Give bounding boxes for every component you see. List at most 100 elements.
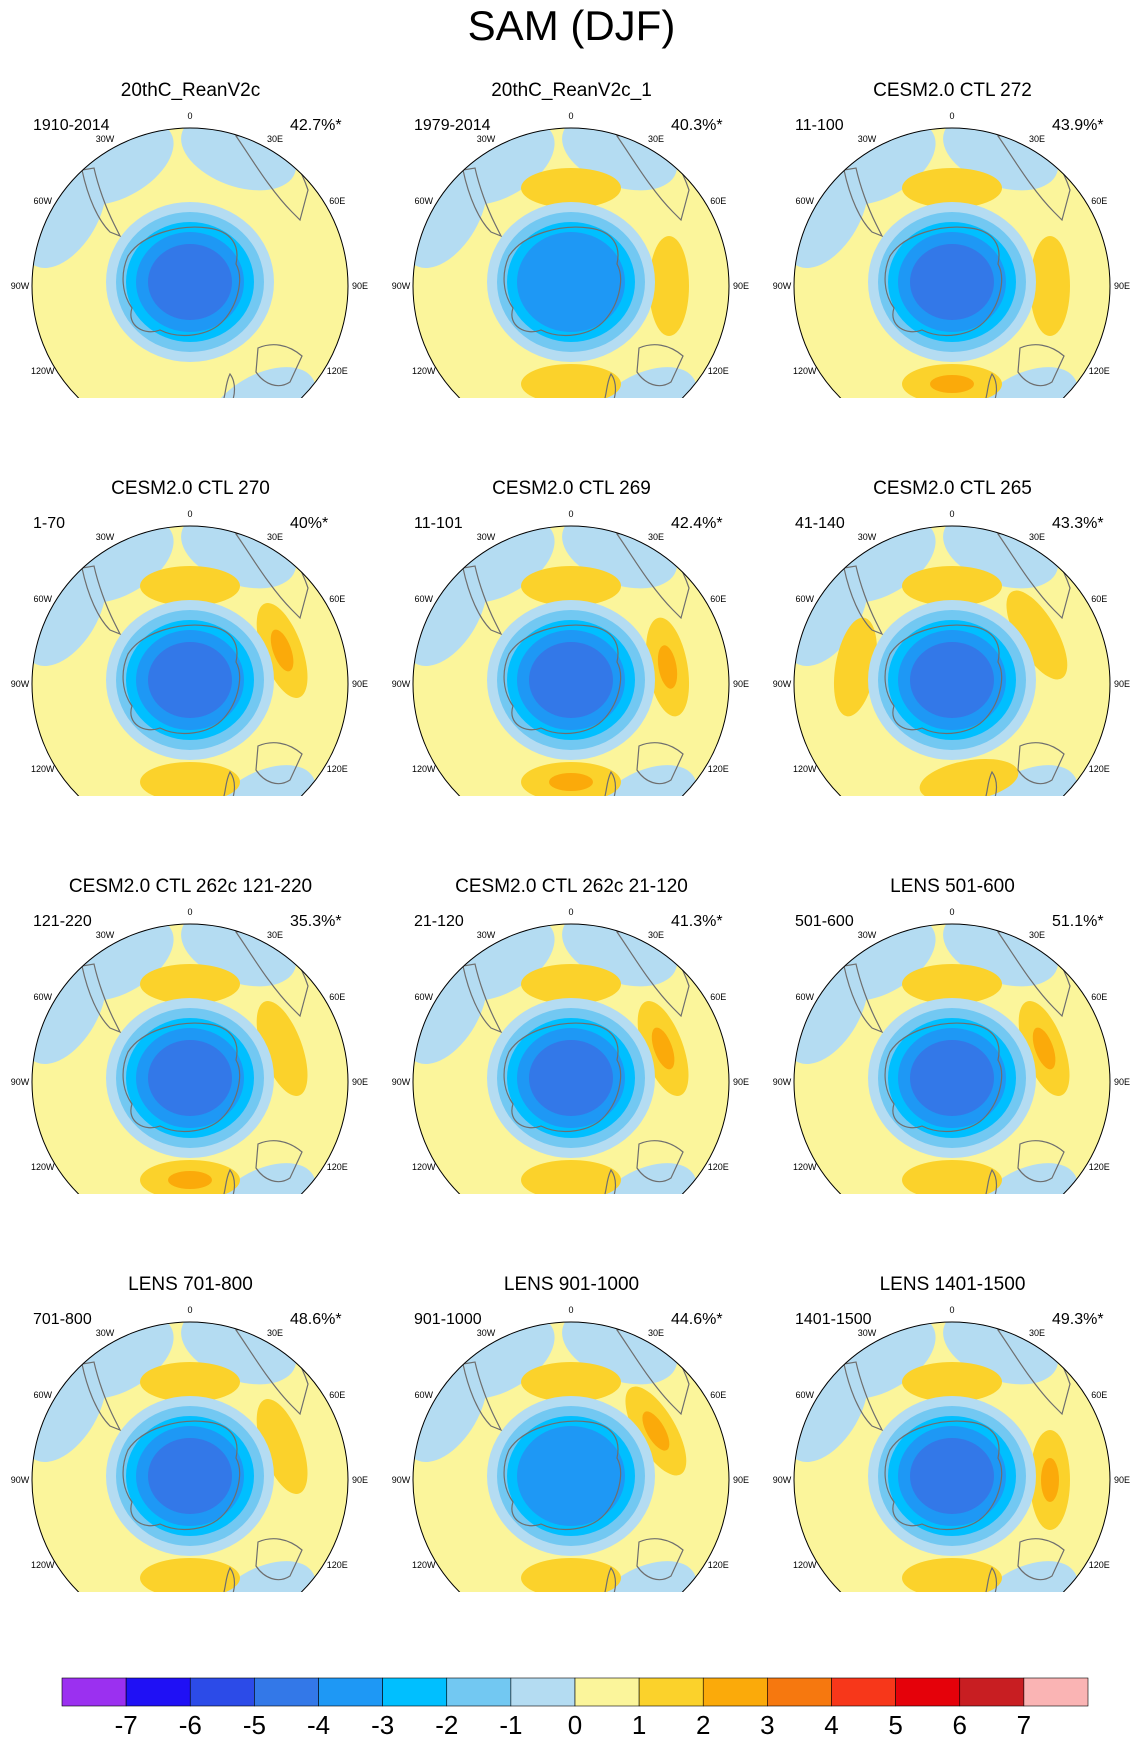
longitude-label: 30W — [96, 1328, 115, 1338]
continent-coastline — [462, 167, 503, 238]
longitude-label: 30W — [858, 532, 877, 542]
longitude-label: 0 — [187, 907, 192, 917]
longitude-label: 60E — [710, 594, 726, 604]
contour-level-4 — [148, 642, 232, 718]
colorbar-swatch — [702, 1677, 768, 1707]
map-boundary — [412, 1321, 730, 1592]
panel-title: LENS 501-600 — [890, 876, 1015, 897]
map-boundary — [793, 1321, 1111, 1592]
antarctica-coastline — [503, 1022, 622, 1133]
map-panel: 030E60E90E120E150E180150W120W90W60W30WLE… — [762, 1194, 1143, 1592]
coastlines — [81, 526, 309, 796]
longitude-label: 90W — [11, 679, 30, 689]
longitude-label: 120W — [31, 764, 55, 774]
panel-title: CESM2.0 CTL 262c 121-220 — [68, 876, 313, 897]
continent-coastline — [843, 167, 884, 238]
field-contours — [794, 1322, 1110, 1592]
contour-level-2 — [649, 236, 689, 336]
longitude-label: 60E — [710, 196, 726, 206]
panel-title: CESM2.0 CTL 262c 21-120 — [455, 876, 688, 897]
longitude-label: 30E — [267, 532, 283, 542]
contour-level-3 — [549, 773, 593, 791]
longitude-label: 60W — [415, 196, 434, 206]
longitude-label: 60E — [710, 992, 726, 1002]
longitude-label: 90W — [392, 679, 411, 689]
longitude-label: 60W — [796, 594, 815, 604]
longitude-label: 120W — [31, 1162, 55, 1172]
longitude-label: 30W — [858, 134, 877, 144]
longitude-label: 30W — [477, 1328, 496, 1338]
longitude-label: 90E — [1114, 281, 1130, 291]
map-boundary — [793, 525, 1111, 796]
continent-coastline — [81, 963, 122, 1034]
panel-period: 701-800 — [33, 1311, 92, 1328]
contour-level-2 — [521, 364, 621, 398]
continent-coastline — [636, 1538, 684, 1581]
longitude-label: 120W — [412, 764, 436, 774]
field-contours — [794, 526, 1110, 796]
antarctica-coastline — [884, 1022, 1003, 1133]
colorbar-swatch — [125, 1677, 191, 1707]
colorbar-swatch — [767, 1677, 832, 1707]
map-panel: 030E60E90E120E150E180150W120W90W60W30WLE… — [762, 796, 1143, 1194]
map-panel: 030E60E90E120E150E180150W120W90W60W30WLE… — [381, 1194, 762, 1592]
continent-coastline — [255, 1140, 303, 1183]
polar-map: 030E60E90E120E150E180150W120W90W60W30W — [392, 1305, 749, 1592]
map-boundary — [31, 1321, 349, 1592]
longitude-label: 30E — [1029, 532, 1045, 542]
longitude-label: 60E — [1091, 196, 1107, 206]
colorbar-tick-label: -7 — [115, 1710, 138, 1738]
continent-coastline — [604, 770, 617, 796]
panel-period: 41-140 — [795, 515, 845, 532]
polar-map: 030E60E90E120E150E180150W120W90W60W30W — [11, 1305, 368, 1592]
longitude-label: 60W — [415, 1390, 434, 1400]
longitude-label: 30W — [477, 930, 496, 940]
longitude-label: 120W — [793, 1162, 817, 1172]
map-boundary — [412, 525, 730, 796]
continent-coastline — [636, 344, 684, 387]
continent-coastline — [985, 372, 998, 398]
longitude-label: 60W — [796, 992, 815, 1002]
panel-title: LENS 901-1000 — [503, 1274, 640, 1295]
polar-map: 030E60E90E120E150E180150W120W90W60W30W — [11, 509, 368, 796]
continent-coastline — [1017, 1140, 1065, 1183]
colorbar-swatch — [61, 1677, 127, 1707]
longitude-label: 90E — [352, 1475, 368, 1485]
antarctica-coastline — [884, 624, 1003, 735]
map-panel: 030E60E90E120E150E180150W120W90W60W30W20… — [0, 0, 381, 398]
longitude-label: 60W — [415, 992, 434, 1002]
longitude-label: 90W — [392, 1475, 411, 1485]
colorbar-tick-label: -3 — [371, 1710, 394, 1738]
longitude-label: 90W — [11, 1475, 30, 1485]
antarctica-coastline — [122, 1022, 241, 1133]
continent-coastline — [223, 1566, 236, 1592]
longitude-label: 90W — [11, 1077, 30, 1087]
longitude-label: 120W — [412, 1560, 436, 1570]
longitude-label: 90E — [1114, 679, 1130, 689]
longitude-label: 30E — [267, 134, 283, 144]
longitude-label: 60W — [415, 594, 434, 604]
continent-coastline — [636, 1140, 684, 1183]
contour-level-0 — [206, 367, 316, 398]
longitude-label: 90W — [773, 1475, 792, 1485]
longitude-label: 0 — [187, 1305, 192, 1315]
longitude-label: 90W — [773, 679, 792, 689]
antarctica-coastline — [122, 624, 241, 735]
contour-level-2 — [902, 1362, 1002, 1402]
field-contours — [413, 128, 729, 398]
longitude-label: 120W — [412, 1162, 436, 1172]
map-panel: 030E60E90E120E150E180150W120W90W60W30WCE… — [762, 0, 1143, 398]
longitude-label: 0 — [949, 111, 954, 121]
panel-explained-variance: 40.3%* — [671, 117, 723, 134]
field-contours — [32, 1322, 348, 1592]
panel-explained-variance: 49.3%* — [1052, 1311, 1104, 1328]
antarctica-coastline — [503, 1420, 622, 1531]
longitude-label: 120E — [1089, 366, 1110, 376]
panel-period: 11-101 — [414, 515, 463, 532]
longitude-label: 30W — [96, 134, 115, 144]
colorbar-swatch — [382, 1677, 448, 1707]
colorbar-tick-label: 6 — [953, 1710, 967, 1738]
contour-level-2 — [919, 758, 1019, 796]
contour-level-2 — [521, 566, 621, 606]
contour-level-2 — [521, 964, 621, 1004]
